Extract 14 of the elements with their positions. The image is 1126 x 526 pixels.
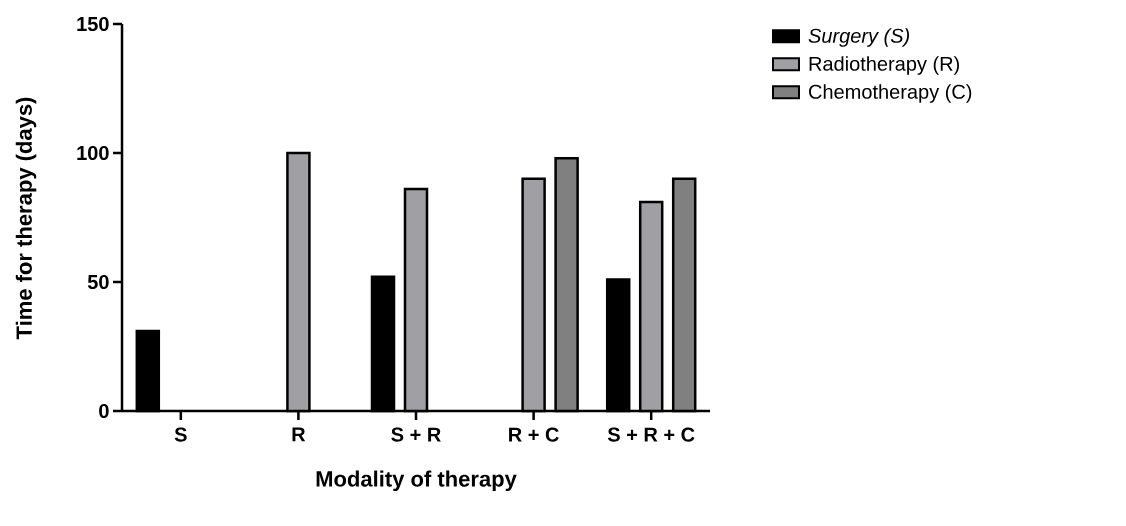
- y-tick-label: 0: [99, 403, 109, 419]
- y-tick-label: 50: [87, 274, 109, 290]
- x-tick-label: R + C: [509, 427, 559, 442]
- x-axis-title: Modality of therapy: [316, 470, 517, 492]
- x-tick-label: R: [292, 427, 306, 442]
- y-tick-label: 150: [77, 16, 109, 32]
- legend-label: Surgery (S): [808, 28, 910, 47]
- y-tick-label: 100: [77, 145, 109, 161]
- legend-label: Radiotherapy (R): [809, 56, 960, 75]
- y-axis-title: Time for therapy (days): [15, 97, 37, 340]
- x-tick-label: S: [174, 427, 187, 442]
- x-tick-label: S + R + C: [607, 427, 695, 442]
- x-tick-label: S + R: [391, 427, 441, 442]
- legend-label: Chemotherapy (C): [809, 84, 972, 103]
